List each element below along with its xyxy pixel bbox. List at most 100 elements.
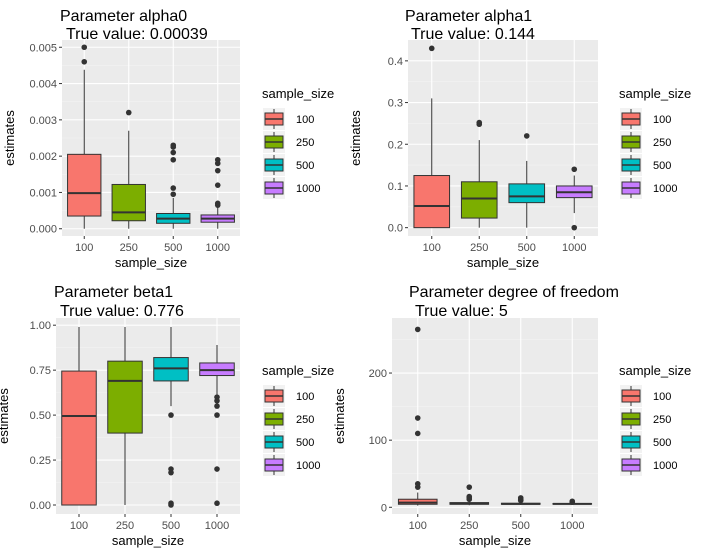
box-500 — [508, 133, 546, 228]
chart-subtitle: True value: 0.00039 — [66, 26, 208, 43]
chart-panel-3: Parameter beta1 True value: 0.776 0.00 0.25… — [0, 284, 334, 548]
legend-label: 250 — [653, 414, 671, 426]
legend-label: 1000 — [296, 460, 320, 472]
legend-label: 100 — [653, 114, 671, 126]
y-tick-label: 0.000 — [29, 224, 57, 236]
box-500 — [156, 142, 191, 229]
x-tick-label: 100 — [75, 242, 93, 254]
outlier-point — [170, 191, 177, 198]
outlier-point — [81, 58, 88, 65]
outlier-point — [81, 44, 88, 51]
x-tick-label: 250 — [120, 242, 138, 254]
y-tick-label: 0.1 — [388, 181, 403, 193]
y-tick-label: 0.001 — [29, 187, 57, 199]
y-tick-label: 0.004 — [29, 79, 57, 91]
box-body — [460, 181, 498, 219]
box-1000 — [555, 166, 593, 231]
outlier-point — [523, 133, 530, 139]
outlier-point — [214, 412, 220, 418]
legend-label: 250 — [296, 414, 314, 426]
y-tick-label: 0.003 — [29, 115, 57, 127]
box-100 — [397, 326, 438, 506]
outlier-point — [168, 502, 174, 508]
outlier-point — [428, 45, 435, 52]
legend: sample_size 100 250 500 1000 — [262, 86, 334, 199]
legend-label: 500 — [296, 437, 314, 449]
chart-subtitle: True value: 5 — [415, 303, 508, 320]
chart-panel-4: Parameter degree of freedom True value: 5… — [332, 284, 691, 548]
y-tick-label: 0.25 — [30, 455, 51, 467]
x-tick-label: 500 — [518, 242, 536, 254]
box-100 — [61, 326, 97, 506]
y-tick-label: 0.3 — [388, 98, 403, 110]
legend: sample_size 100 250 500 1000 — [262, 363, 334, 476]
box-body — [107, 360, 143, 434]
x-tick-label: 100 — [409, 520, 427, 532]
outlier-point — [214, 466, 220, 472]
outlier-point — [414, 480, 421, 487]
x-tick-label: 1000 — [562, 242, 586, 254]
outlier-point — [414, 430, 421, 437]
box-250 — [460, 119, 498, 228]
x-axis-title: sample_size — [459, 533, 531, 548]
y-axis-title: estimates — [332, 388, 347, 444]
legend-label: 1000 — [653, 183, 677, 195]
outlier-point — [414, 415, 421, 421]
legend-title: sample_size — [262, 363, 334, 378]
outlier-point — [476, 119, 483, 126]
outlier-point — [214, 500, 220, 507]
y-tick-label: 0.005 — [29, 42, 57, 54]
box-body — [508, 183, 546, 204]
outlier-point — [414, 326, 421, 333]
box-body — [413, 175, 451, 229]
legend-label: 1000 — [296, 183, 320, 195]
outlier-point — [214, 167, 221, 174]
outlier-point — [170, 156, 177, 163]
box-body — [111, 183, 146, 222]
outlier-point — [214, 200, 221, 207]
box-body — [67, 153, 102, 217]
outlier-point — [517, 495, 524, 501]
outlier-point — [168, 469, 174, 476]
x-tick-label: 1000 — [206, 242, 230, 254]
y-tick-label: 0 — [381, 502, 387, 514]
box-250 — [107, 326, 143, 506]
outlier-point — [170, 142, 177, 149]
x-tick-label: 250 — [460, 520, 478, 532]
box-1000 — [552, 498, 593, 506]
y-tick-label: 0.002 — [29, 151, 57, 163]
box-1000 — [199, 344, 235, 507]
box-250 — [111, 109, 146, 229]
x-tick-label: 1000 — [560, 520, 584, 532]
outlier-point — [125, 109, 132, 116]
chart-title: Parameter beta1 — [54, 284, 173, 301]
outlier-point — [466, 493, 473, 500]
chart-subtitle: True value: 0.144 — [411, 26, 535, 43]
y-axis-title: estimates — [2, 110, 17, 166]
y-tick-label: 100 — [369, 435, 387, 447]
box-100 — [67, 44, 102, 229]
box-500 — [500, 495, 541, 505]
chart-subtitle: True value: 0.776 — [60, 303, 184, 320]
panel-background — [392, 318, 598, 514]
chart-title: Parameter alpha0 — [60, 8, 187, 25]
box-100 — [413, 45, 451, 229]
outlier-point — [170, 149, 177, 156]
outlier-point — [214, 156, 221, 163]
y-tick-label: 200 — [369, 368, 387, 380]
y-tick-label: 0.00 — [30, 500, 51, 512]
outlier-point — [571, 224, 578, 231]
legend: sample_size 100 250 500 1000 — [619, 86, 691, 199]
legend-label: 1000 — [653, 460, 677, 472]
chart-title: Parameter degree of freedom — [409, 284, 619, 301]
legend-label: 500 — [296, 160, 314, 172]
outlier-point — [168, 412, 174, 418]
legend-label: 250 — [653, 137, 671, 149]
x-tick-label: 100 — [423, 242, 441, 254]
x-tick-label: 250 — [116, 520, 134, 532]
outlier-point — [170, 185, 177, 191]
x-tick-label: 100 — [70, 520, 88, 532]
